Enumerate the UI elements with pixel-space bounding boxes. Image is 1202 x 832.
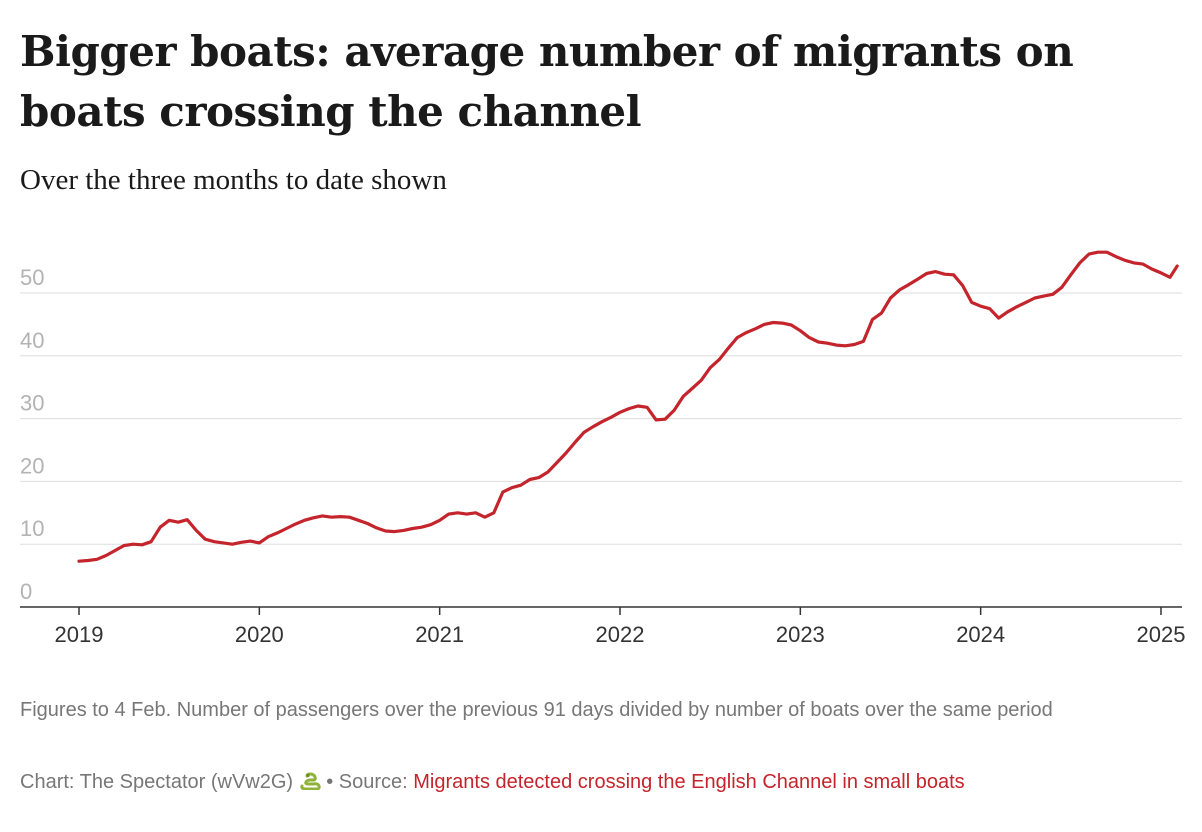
source-link[interactable]: Migrants detected crossing the English C… [413,771,965,793]
x-tick-label: 2022 [596,622,645,647]
y-axis-ticks: 0 10 20 30 40 50 [20,265,44,604]
chart-subtitle: Over the three months to date shown [20,164,447,196]
line-chart: 0 10 20 30 40 50 2019 2020 2021 2022 2023 2024 2025 [20,250,1186,647]
credit-separator: • Source: [326,771,408,793]
x-tick-label: 2020 [235,622,284,647]
gridlines [20,292,1182,545]
y-tick-label: 50 [20,265,44,290]
y-tick-label: 0 [20,579,32,604]
chart-credit: Chart: The Spectator (wVw2G) • Source: M… [20,766,1190,798]
credit-prefix: Chart: The Spectator (wVw2G) [20,771,294,793]
x-tick-label: 2023 [776,622,825,647]
series-line-0 [77,250,1179,563]
chart-title: Bigger boats: average number of migrants… [20,27,1074,136]
x-tick-label: 2024 [956,622,1005,647]
y-tick-label: 10 [20,516,44,541]
y-tick-label: 40 [20,328,44,353]
y-tick-label: 20 [20,453,44,478]
y-tick-label: 30 [20,391,44,416]
x-tick-label: 2025 [1137,622,1186,647]
x-tick-label: 2019 [55,622,104,647]
x-tick-label: 2021 [415,622,464,647]
snake-emoji-icon [299,772,321,790]
x-axis-ticks: 2019 2020 2021 2022 2023 2024 2025 [55,607,1186,647]
series-layer [77,250,1179,563]
chart-footnote: Figures to 4 Feb. Number of passengers o… [20,699,1053,721]
